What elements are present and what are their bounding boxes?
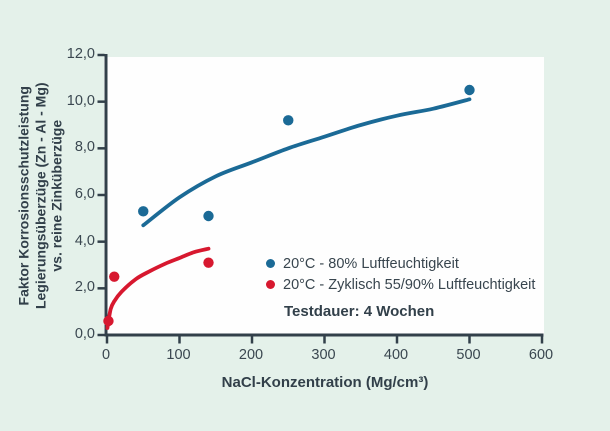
trend-curve-series-1 xyxy=(105,246,211,330)
trend-curve-series-0 xyxy=(141,97,472,228)
x-tick-label: 100 xyxy=(166,347,191,363)
legend-item: 20°C - 80% Luftfeuchtigkeit xyxy=(266,253,535,274)
legend-label: 20°C - 80% Luftfeuchtigkeit xyxy=(283,255,459,272)
data-point-series-0 xyxy=(138,206,149,217)
x-tick-label: 400 xyxy=(383,347,409,363)
x-tick-label: 600 xyxy=(528,347,554,363)
legend-item: 20°C - Zyklisch 55/90% Luftfeuchtigkeit xyxy=(266,274,535,295)
y-tick-label: 4,0 xyxy=(74,232,95,249)
y-axis-title-line1: Faktor Korrosionsschutzleistung xyxy=(15,86,32,306)
y-tick-label: 6,0 xyxy=(74,186,95,202)
legend-label: 20°C - Zyklisch 55/90% Luftfeuchtigkeit xyxy=(283,276,536,293)
x-tick-label: 300 xyxy=(311,347,336,363)
data-point-series-0 xyxy=(203,210,214,222)
legend: 20°C - 80% Luftfeuchtigkeit 20°C - Zyklis… xyxy=(266,253,535,295)
data-point-series-1 xyxy=(203,257,214,268)
y-tick-label: 12,0 xyxy=(66,46,95,62)
data-point-series-0 xyxy=(464,84,475,96)
x-tick-label: 200 xyxy=(238,347,264,363)
data-point-series-0 xyxy=(283,115,294,126)
data-point-series-1 xyxy=(103,315,114,327)
x-tick-label: 500 xyxy=(456,347,481,363)
x-axis-title: NaCl-Konzentration (Mg/cm³) xyxy=(221,374,429,391)
test-duration-note: Testdauer: 4 Wochen xyxy=(284,303,435,320)
legend-dot-icon xyxy=(266,280,275,289)
y-tick-label: 0,0 xyxy=(74,326,95,342)
y-tick-label: 8,0 xyxy=(74,139,95,156)
y-axis-title-line2: Legierungsüberzüge (Zn - Al - Mg) xyxy=(31,82,48,310)
y-tick-label: 2,0 xyxy=(74,279,95,296)
data-point-series-1 xyxy=(109,271,120,282)
x-tick-label: 0 xyxy=(101,347,111,363)
legend-dot-icon xyxy=(266,259,275,268)
y-tick-label: 10,0 xyxy=(66,92,95,109)
